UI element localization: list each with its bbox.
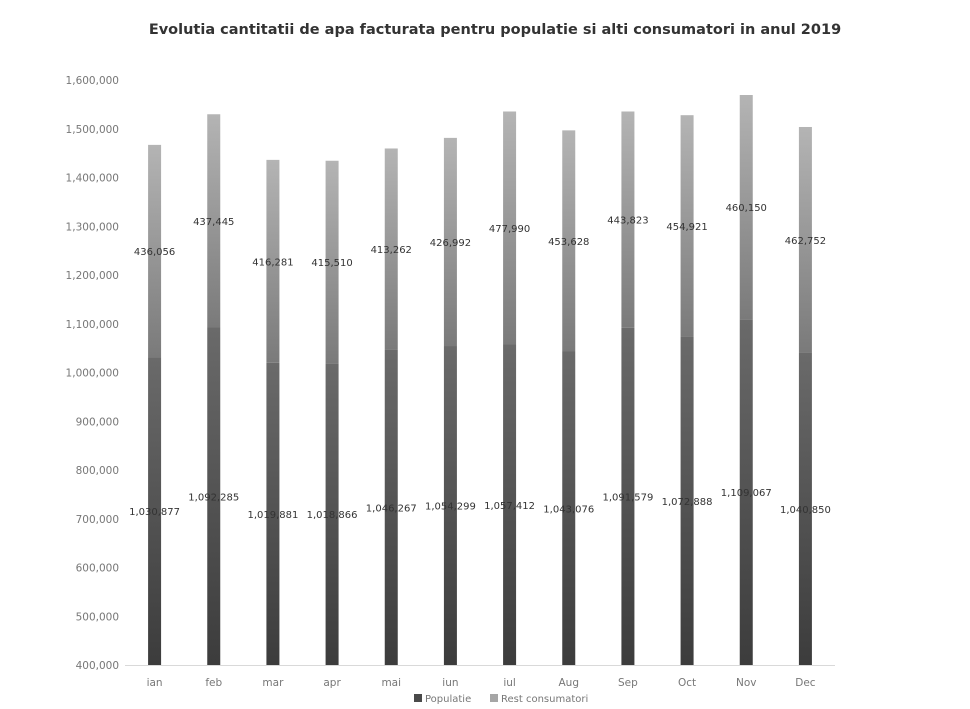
bar-rest-consumatori — [207, 114, 221, 328]
bar-rest-consumatori — [503, 111, 517, 345]
data-label-populatie: 1,046,267 — [366, 503, 417, 514]
data-label-populatie: 1,072,888 — [662, 497, 713, 508]
bar-populatie — [207, 327, 221, 665]
x-category-label: feb — [205, 677, 222, 689]
data-label-populatie: 1,018,866 — [307, 510, 358, 521]
bar-populatie — [384, 349, 398, 665]
x-category-label: Sep — [618, 677, 638, 689]
data-label-populatie: 1,092,285 — [188, 492, 239, 503]
legend: Populatie Rest consumatori — [414, 694, 588, 705]
bar-populatie — [621, 327, 635, 665]
bar-series — [148, 95, 812, 665]
data-label-rest-consumatori: 460,150 — [726, 203, 767, 214]
y-tick-label: 700,000 — [76, 514, 119, 526]
data-label-rest-consumatori: 426,992 — [430, 238, 471, 249]
y-tick-label: 900,000 — [76, 416, 119, 428]
legend-swatch-rest-consumatori — [490, 694, 498, 702]
bar-rest-consumatori — [739, 95, 753, 320]
x-category-label: mai — [381, 677, 401, 689]
bar-populatie — [680, 336, 694, 665]
x-category-label: Aug — [558, 677, 579, 689]
data-labels: 1,030,877 436,056 1,092,285 437,445 1,019,88… — [129, 203, 831, 521]
bar-rest-consumatori — [266, 159, 280, 363]
bar-populatie — [266, 362, 280, 665]
bar-populatie — [148, 357, 162, 665]
y-tick-label: 1,600,000 — [66, 75, 119, 87]
y-tick-label: 800,000 — [76, 465, 119, 477]
bar-rest-consumatori — [148, 144, 162, 358]
bar-populatie — [325, 363, 339, 665]
x-category-label: Dec — [795, 677, 816, 689]
x-category-label: ian — [147, 677, 163, 689]
data-label-populatie: 1,091,579 — [602, 492, 653, 503]
x-category-label: Oct — [678, 677, 696, 689]
x-category-label: mar — [262, 677, 284, 689]
y-tick-label: 400,000 — [76, 660, 119, 672]
bar-rest-consumatori — [680, 115, 694, 337]
y-axis: 400,000 500,000 600,000 700,000 800,000 900,0… — [66, 75, 835, 672]
y-tick-label: 1,100,000 — [66, 319, 119, 331]
bar-populatie — [739, 319, 753, 665]
x-category-label: apr — [323, 677, 341, 689]
data-label-populatie: 1,040,850 — [780, 505, 831, 516]
bar-populatie — [562, 351, 576, 665]
data-label-populatie: 1,030,877 — [129, 507, 180, 518]
bar-rest-consumatori — [443, 137, 457, 347]
y-tick-label: 600,000 — [76, 563, 119, 575]
data-label-rest-consumatori: 462,752 — [785, 236, 826, 247]
data-label-populatie: 1,019,881 — [247, 510, 298, 521]
y-tick-label: 1,300,000 — [66, 221, 119, 233]
bar-rest-consumatori — [562, 130, 576, 352]
x-category-label: iul — [503, 677, 516, 689]
bar-rest-consumatori — [621, 111, 635, 328]
data-label-populatie: 1,043,076 — [543, 504, 594, 515]
legend-label-rest-consumatori: Rest consumatori — [501, 694, 588, 705]
data-label-rest-consumatori: 415,510 — [311, 258, 352, 269]
bar-rest-consumatori — [384, 148, 398, 350]
data-label-rest-consumatori: 437,445 — [193, 217, 234, 228]
y-tick-label: 1,200,000 — [66, 270, 119, 282]
bar-rest-consumatori — [798, 126, 812, 353]
legend-label-populatie: Populatie — [425, 694, 471, 705]
bar-rest-consumatori — [325, 160, 339, 364]
y-tick-label: 1,500,000 — [66, 124, 119, 136]
data-label-rest-consumatori: 436,056 — [134, 247, 175, 258]
data-label-populatie: 1,054,299 — [425, 502, 476, 513]
y-tick-label: 1,400,000 — [66, 173, 119, 185]
data-label-populatie: 1,057,412 — [484, 501, 535, 512]
data-label-rest-consumatori: 477,990 — [489, 224, 530, 235]
data-label-rest-consumatori: 443,823 — [607, 216, 648, 227]
data-label-populatie: 1,109,067 — [721, 488, 772, 499]
bar-populatie — [798, 352, 812, 665]
data-label-rest-consumatori: 453,628 — [548, 237, 589, 248]
data-label-rest-consumatori: 454,921 — [666, 222, 707, 233]
y-tick-label: 1,000,000 — [66, 368, 119, 380]
x-category-label: iun — [442, 677, 458, 689]
legend-swatch-populatie — [414, 694, 422, 702]
data-label-rest-consumatori: 413,262 — [371, 245, 412, 256]
y-tick-label: 500,000 — [76, 611, 119, 623]
bar-populatie — [443, 346, 457, 665]
data-label-rest-consumatori: 416,281 — [252, 257, 293, 268]
x-category-label: Nov — [736, 677, 757, 689]
x-axis: ian feb mar apr mai iun iul Aug Sep Oct Nov Dec — [147, 677, 816, 689]
chart-title: Evolutia cantitatii de apa facturata pen… — [148, 22, 842, 38]
bar-populatie — [503, 344, 517, 665]
